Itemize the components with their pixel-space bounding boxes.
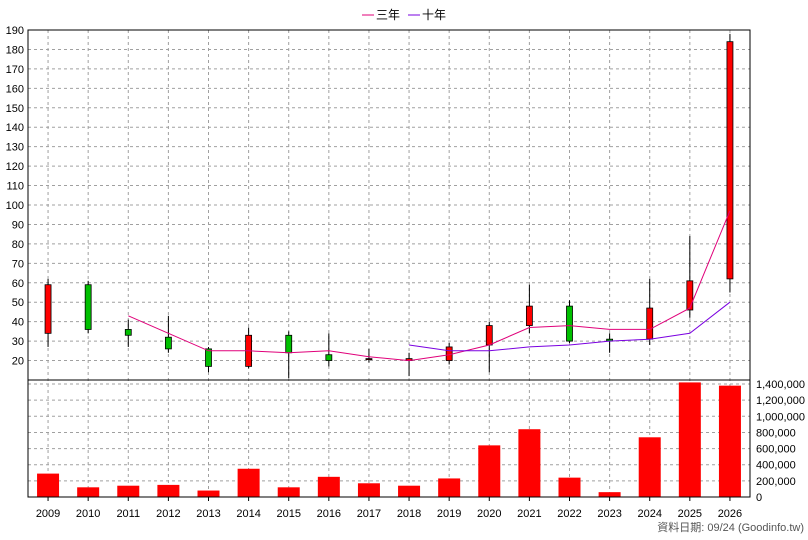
x-tick-label: 2014 <box>236 508 260 520</box>
price-tick-label: 100 <box>6 200 24 212</box>
price-tick-label: 190 <box>6 25 24 37</box>
axis-labels: 20 30 40 50 60 70 80 90 100 110 120 130 140 150 160 170… <box>6 25 805 520</box>
x-tick-label: 2017 <box>357 508 381 520</box>
candle-body <box>84 284 92 330</box>
moving-average-line-ma10 <box>409 301 731 352</box>
x-tick-label: 2026 <box>718 508 742 520</box>
axes <box>27 29 751 501</box>
price-tick-label: 60 <box>12 278 24 290</box>
volume-bar <box>438 478 461 497</box>
footer-source: 資料日期: 09/24 (Goodinfo.tw) <box>657 520 804 534</box>
volume-bar <box>518 429 541 497</box>
price-grid <box>28 29 750 497</box>
volume-tick-label: 600,000 <box>756 444 796 456</box>
x-tick-label: 2010 <box>76 508 100 520</box>
volume-tick-label: 800,000 <box>756 427 796 439</box>
candle-body <box>285 334 293 354</box>
legend: 三年 十年 <box>362 8 446 22</box>
x-tick-label: 2021 <box>517 508 541 520</box>
x-tick-label: 2015 <box>276 508 300 520</box>
volume-tick-label: 0 <box>756 492 762 504</box>
price-tick-label: 130 <box>6 142 24 154</box>
volume-tick-label: 200,000 <box>756 476 796 488</box>
volume-bar <box>237 468 260 497</box>
moving-average-line-ma3 <box>128 210 731 362</box>
candle-body <box>485 325 493 346</box>
volume-bar <box>478 445 501 497</box>
candle-body <box>566 305 573 342</box>
candle-body <box>205 348 212 367</box>
x-tick-label: 2025 <box>678 508 702 520</box>
volume-tick-label: 1,200,000 <box>756 395 805 407</box>
volume-tick-label: 400,000 <box>756 460 796 472</box>
x-tick-label: 2011 <box>116 508 140 520</box>
candle-body <box>365 358 373 361</box>
price-tick-label: 40 <box>12 317 24 329</box>
price-tick-label: 150 <box>6 103 24 115</box>
volume-panel-border <box>27 379 751 498</box>
price-tick-label: 80 <box>12 239 24 251</box>
candle-body <box>325 354 333 361</box>
x-tick-label: 2023 <box>597 508 621 520</box>
price-plot <box>44 33 734 379</box>
x-tick-label: 2016 <box>317 508 341 520</box>
price-tick-label: 140 <box>6 122 24 134</box>
price-tick-label: 110 <box>6 181 24 193</box>
x-tick-label: 2012 <box>156 508 180 520</box>
volume-tick-label: 1,000,000 <box>756 411 805 423</box>
legend-ma10-label: 十年 <box>422 8 446 22</box>
volume-bar <box>598 492 621 497</box>
volume-bar <box>77 487 100 497</box>
x-tick-label: 2020 <box>477 508 501 520</box>
volume-bar <box>157 484 180 497</box>
x-tick-label: 2013 <box>196 508 220 520</box>
candle-body <box>44 284 52 334</box>
legend-ma3-label: 三年 <box>376 8 400 22</box>
volume-bar <box>317 476 340 497</box>
price-tick-label: 50 <box>12 297 24 309</box>
candle-body <box>525 305 533 326</box>
price-tick-label: 70 <box>12 258 24 270</box>
candle-body <box>686 280 694 311</box>
volume-bar <box>678 382 701 497</box>
x-tick-label: 2009 <box>36 508 60 520</box>
x-tick-label: 2018 <box>397 508 421 520</box>
volume-bar <box>37 473 60 497</box>
x-tick-label: 2022 <box>557 508 581 520</box>
candle-body <box>164 336 172 350</box>
price-tick-label: 90 <box>12 219 24 231</box>
price-tick-label: 160 <box>6 83 24 95</box>
volume-bar <box>398 485 421 497</box>
candle-body <box>646 307 654 340</box>
volume-bar <box>197 490 220 497</box>
price-tick-label: 120 <box>6 161 24 173</box>
volume-tick-label: 1,400,000 <box>756 379 805 391</box>
price-tick-label: 20 <box>12 356 24 368</box>
price-tick-label: 170 <box>6 64 24 76</box>
volume-bar <box>718 385 741 497</box>
candle-body <box>124 329 132 336</box>
volume-plot <box>37 382 741 497</box>
price-tick-label: 30 <box>12 336 24 348</box>
volume-bar <box>558 477 581 497</box>
x-tick-label: 2024 <box>637 508 661 520</box>
volume-bar <box>638 437 661 497</box>
candle-body <box>726 41 734 280</box>
volume-bar <box>117 485 140 497</box>
volume-bar <box>277 487 300 497</box>
price-tick-label: 180 <box>6 44 24 56</box>
volume-bar <box>357 483 380 497</box>
x-tick-label: 2019 <box>437 508 461 520</box>
